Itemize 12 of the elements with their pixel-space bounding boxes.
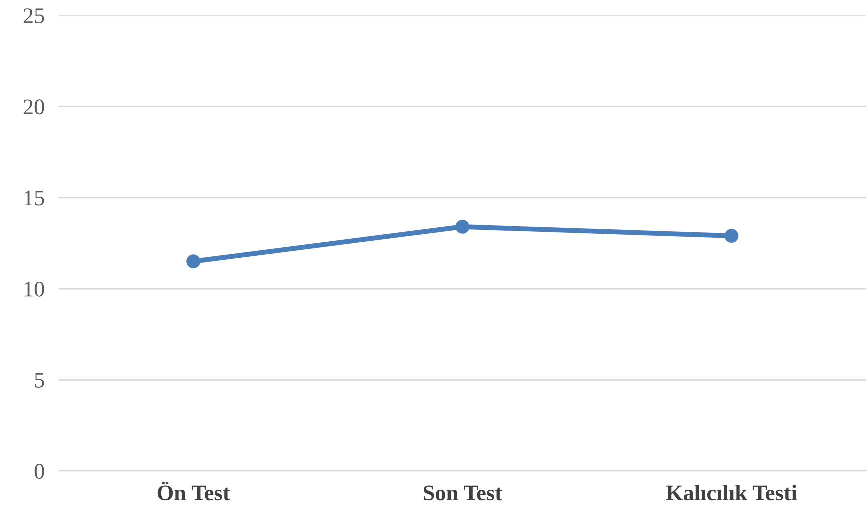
y-tick-label: 0 [34,464,44,480]
point [456,220,470,234]
y-tick-label: 15 [24,190,44,206]
point [724,229,739,244]
x-tick-label: Ön Test [158,482,230,501]
y-tick-label: 5 [35,373,44,388]
y-tick-label: 10 [24,282,44,297]
y-tick-label: 20 [24,100,44,115]
x-tick-label: Son Test [424,486,502,501]
y-tick-label: 25 [24,8,44,24]
point [186,254,201,269]
x-tick-label: Kalıcılık Testi [666,485,798,501]
